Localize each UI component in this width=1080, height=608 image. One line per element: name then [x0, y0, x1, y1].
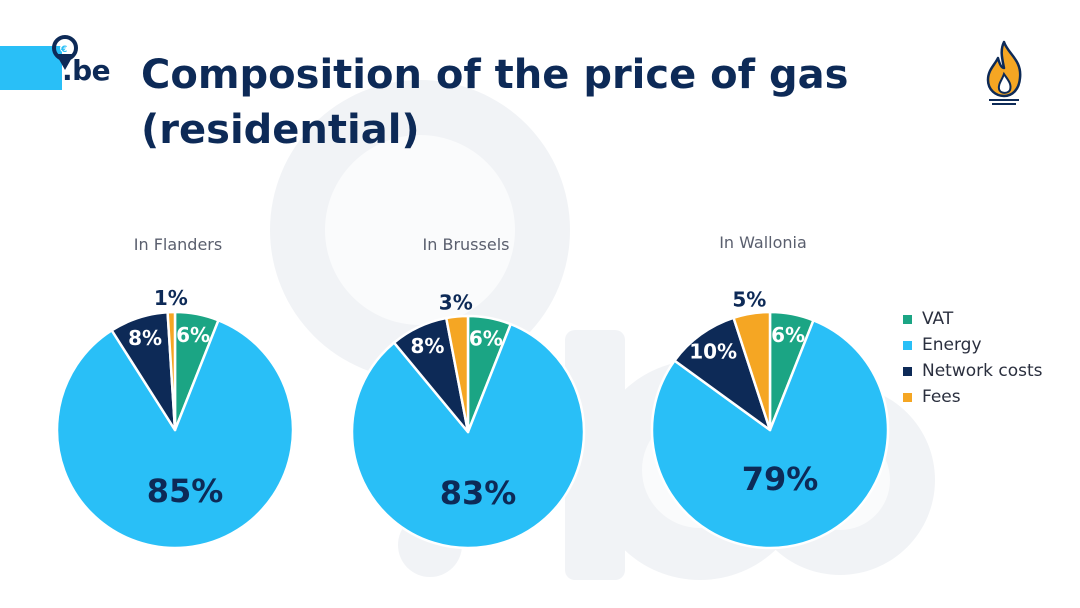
pie-label-brussels-energy: 83% [440, 474, 517, 512]
pie-label-wallonia-energy: 79% [742, 460, 819, 498]
logo-pin-icon: € [52, 35, 78, 70]
chart-title-flanders: In Flanders [133, 235, 223, 254]
legend-item-vat: VAT [903, 306, 1043, 332]
pie-slice-brussels-energy [350, 322, 586, 550]
chart-title-wallonia: In Wallonia [719, 233, 807, 252]
logo-text: .be [62, 54, 111, 87]
legend-item-fees: Fees [903, 384, 1043, 410]
pie-label-flanders-network: 8% [128, 326, 162, 350]
legend-label-fees: Fees [922, 387, 961, 407]
legend-swatch-fees [903, 392, 912, 402]
chart-title-brussels: In Brussels [422, 235, 510, 254]
legend-swatch-vat [903, 314, 912, 324]
pie-label-brussels-fees: 3% [439, 291, 473, 315]
legend-swatch-energy [903, 340, 912, 350]
pie-label-wallonia-vat: 6% [771, 323, 805, 347]
chart-legend: VAT Energy Network costs Fees [903, 306, 1043, 410]
page-title-line2: (residential) [141, 107, 420, 153]
pie-label-flanders-energy: 85% [147, 472, 224, 510]
pie-label-wallonia-network: 10% [689, 340, 737, 364]
svg-text:€: € [60, 45, 67, 55]
pie-slice-wallonia-energy [650, 319, 890, 550]
gas-flame-icon [986, 40, 1022, 105]
pie-label-brussels-network: 8% [411, 334, 445, 358]
pie-label-flanders-fees: 1% [154, 286, 188, 310]
legend-item-network: Network costs [903, 358, 1043, 384]
pie-slice-wallonia-network [673, 316, 772, 432]
pie-slice-flanders-energy [55, 319, 295, 550]
pie-label-wallonia-fees: 5% [732, 288, 766, 312]
page-title: Composition of the price of gas (residen… [141, 48, 921, 158]
pie-slice-flanders-fees [166, 310, 177, 432]
pie-slice-brussels-fees [445, 314, 470, 434]
legend-label-energy: Energy [922, 335, 982, 355]
legend-label-network: Network costs [922, 361, 1043, 381]
page-title-line1: Composition of the price of gas [141, 52, 849, 98]
pie-slice-wallonia-fees [732, 310, 772, 432]
legend-item-energy: Energy [903, 332, 1043, 358]
legend-swatch-network [903, 366, 912, 376]
brand-tab [0, 46, 62, 90]
legend-label-vat: VAT [922, 309, 954, 329]
pie-label-brussels-vat: 6% [469, 327, 503, 351]
pie-label-flanders-vat: 6% [176, 323, 210, 347]
